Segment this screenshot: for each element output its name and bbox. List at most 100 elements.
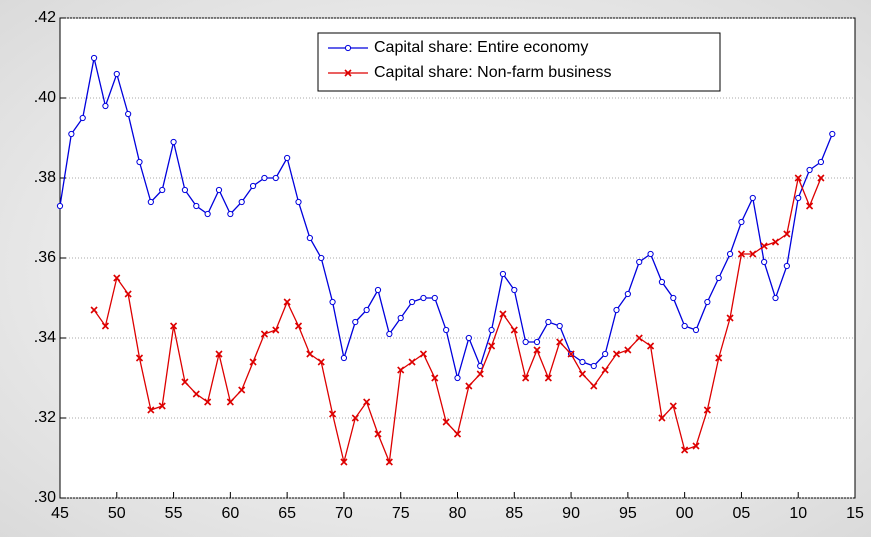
point [579,358,586,366]
point [488,342,496,350]
point [658,278,666,286]
x-tick-label: 60 [221,505,239,522]
point [136,158,143,166]
point [215,350,223,358]
y-tick-label: .38 [34,169,56,186]
point [408,298,416,306]
point [749,194,756,202]
point [340,354,348,362]
point [612,350,621,358]
x-tick-label: 10 [789,505,807,522]
point [397,366,405,374]
point [499,310,507,318]
point [56,202,64,210]
legend-marker [344,69,352,77]
legend-label: Capital share: Entire economy [374,39,588,56]
point [102,102,109,110]
point [533,338,541,346]
point [363,398,371,406]
point [204,398,212,406]
x-tick-label: 70 [335,505,353,522]
point [261,174,268,182]
point [726,314,734,322]
point [635,334,643,342]
point [783,230,791,238]
point [101,322,109,330]
point [249,358,257,366]
point [238,198,245,206]
point [795,194,802,202]
y-tick-label: .40 [34,89,56,106]
point [374,430,382,438]
point [761,258,768,266]
point [443,326,450,334]
point [556,322,563,330]
point [147,198,154,206]
point [158,402,166,410]
point [135,354,144,362]
point [681,322,688,330]
point [499,270,507,278]
point [317,358,325,366]
point [715,274,722,282]
point [374,286,382,294]
y-tick-label: .36 [34,249,56,266]
point [306,234,313,242]
legend [317,32,721,92]
point [318,254,325,262]
point [283,298,291,306]
point [272,174,279,182]
point [170,322,178,330]
point [636,258,643,266]
point [692,442,700,450]
x-tick-label: 00 [676,505,694,522]
point [306,350,314,358]
point [703,406,711,414]
point [771,238,780,246]
point [351,414,359,422]
point [749,250,757,258]
point [238,386,246,394]
x-tick-label: 55 [165,505,183,522]
point [806,202,814,210]
point [488,326,495,334]
point [794,174,802,182]
y-tick-label: .34 [34,329,56,346]
point [352,318,359,326]
point [647,250,654,258]
point [829,130,836,138]
point [590,362,597,370]
point [817,158,825,166]
point [113,70,120,78]
point [737,250,745,258]
x-tick-label: 85 [505,505,523,522]
point [125,110,132,118]
point [544,374,552,382]
point [806,166,813,174]
point [556,338,564,346]
point [90,54,98,62]
point [397,314,404,322]
point [624,346,632,354]
point [193,202,200,210]
point [613,306,620,314]
point [522,338,529,346]
point [284,154,291,162]
point [760,242,768,250]
point [408,358,416,366]
point [329,410,337,418]
point [817,174,825,182]
point [260,330,268,338]
point [159,186,166,194]
point [681,446,689,454]
point [510,326,518,334]
point [147,406,155,414]
y-tick-label: .30 [34,489,56,506]
point [294,322,303,330]
point [522,374,530,382]
point [181,378,189,386]
point [567,350,575,358]
point [272,326,280,334]
